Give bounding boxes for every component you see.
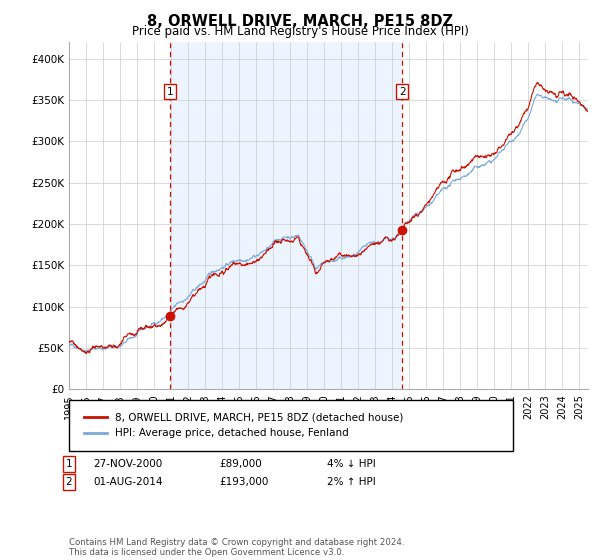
Text: 2: 2 — [65, 477, 73, 487]
Bar — [170, 42, 402, 389]
Text: 01-AUG-2014: 01-AUG-2014 — [93, 477, 163, 487]
Text: 27-NOV-2000: 27-NOV-2000 — [93, 459, 162, 469]
Text: 1: 1 — [166, 87, 173, 97]
Legend: 8, ORWELL DRIVE, MARCH, PE15 8DZ (detached house), HPI: Average price, detached : 8, ORWELL DRIVE, MARCH, PE15 8DZ (detach… — [79, 408, 409, 444]
Text: £193,000: £193,000 — [219, 477, 268, 487]
Text: 8, ORWELL DRIVE, MARCH, PE15 8DZ: 8, ORWELL DRIVE, MARCH, PE15 8DZ — [147, 14, 453, 29]
FancyBboxPatch shape — [69, 400, 513, 451]
Text: £89,000: £89,000 — [219, 459, 262, 469]
Text: 2% ↑ HPI: 2% ↑ HPI — [327, 477, 376, 487]
Text: 2: 2 — [399, 87, 406, 97]
Text: 1: 1 — [65, 459, 73, 469]
Text: 4% ↓ HPI: 4% ↓ HPI — [327, 459, 376, 469]
Text: Contains HM Land Registry data © Crown copyright and database right 2024.
This d: Contains HM Land Registry data © Crown c… — [69, 538, 404, 557]
Text: Price paid vs. HM Land Registry's House Price Index (HPI): Price paid vs. HM Land Registry's House … — [131, 25, 469, 38]
